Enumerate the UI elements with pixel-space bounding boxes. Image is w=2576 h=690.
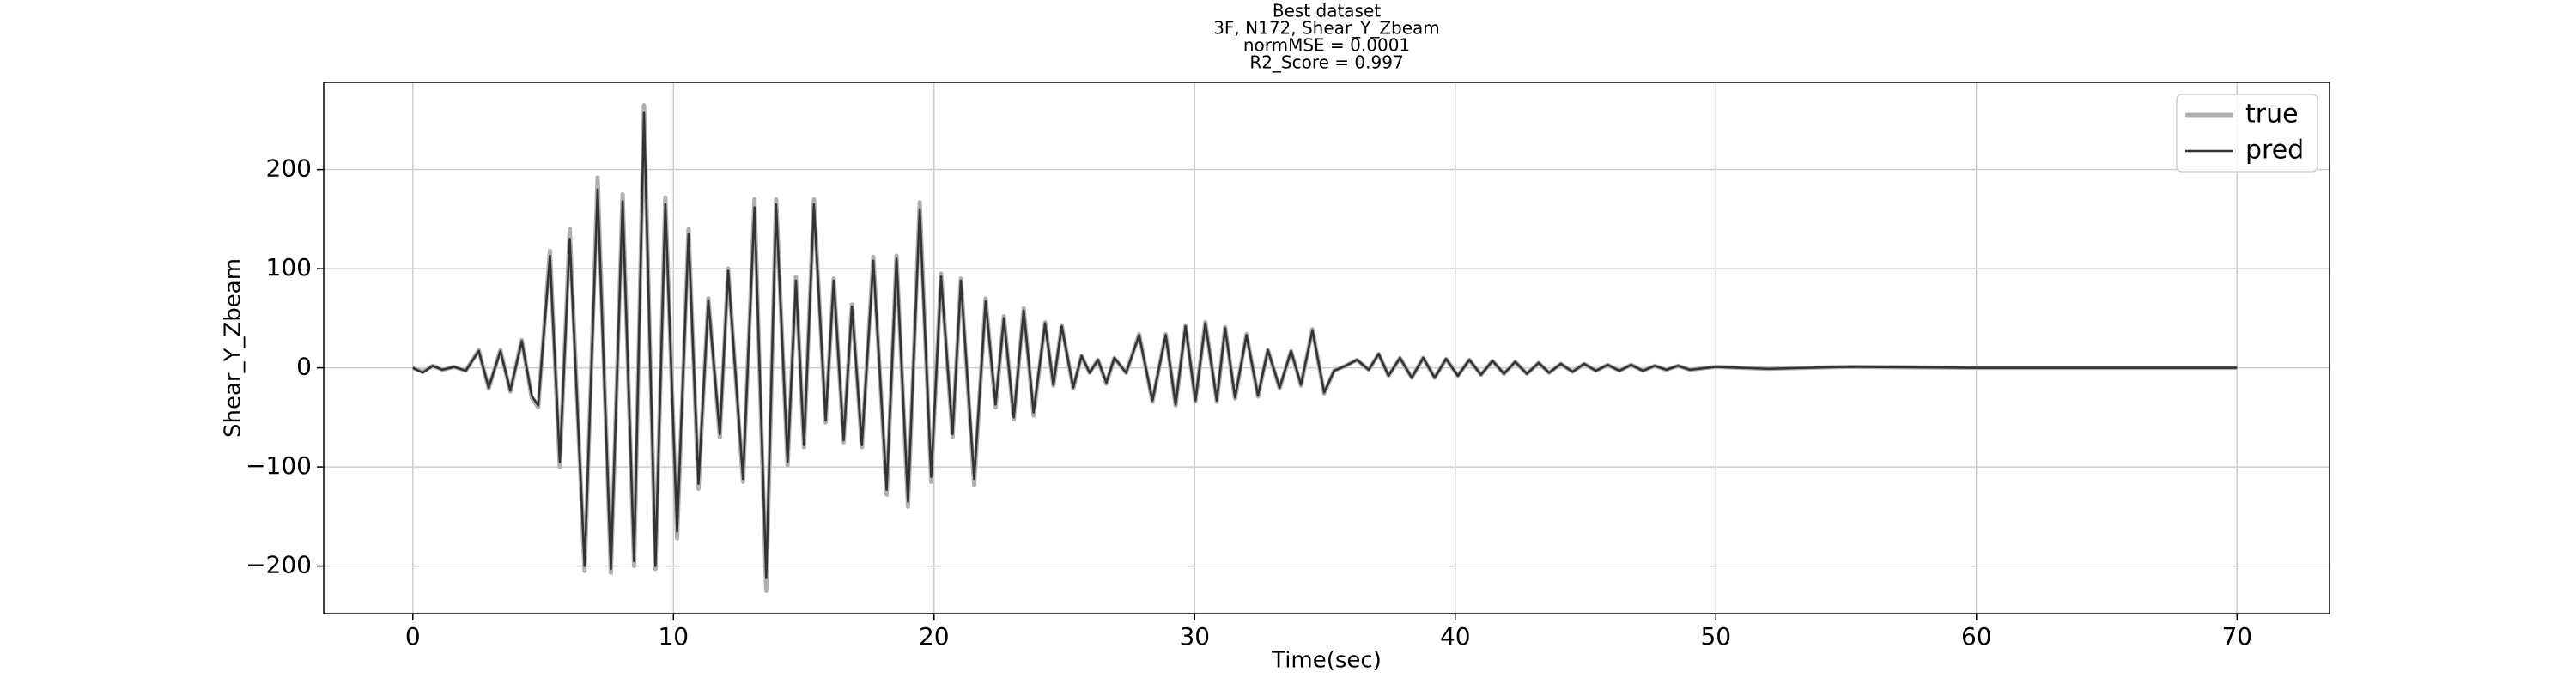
x-axis-label: Time(sec) [1271, 648, 1382, 674]
legend: true pred [2176, 94, 2318, 172]
legend-label: true [2245, 100, 2299, 130]
x-tick-label: 0 [405, 622, 421, 651]
x-tick-label: 10 [658, 622, 689, 651]
y-tick-label: −100 [246, 451, 312, 480]
y-axis-label: Shear_Y_Zbeam [221, 258, 246, 438]
legend-label: pred [2245, 136, 2304, 166]
x-tick-label: 50 [1700, 622, 1731, 651]
plot-frame [323, 82, 2330, 614]
x-tick-label: 20 [919, 622, 950, 651]
chart-title: 3F, N172, Shear_Y_Zbeam [1213, 18, 1440, 39]
x-tick-label: 60 [1961, 622, 1992, 651]
y-tick-label: 200 [266, 154, 312, 183]
series-line [411, 103, 2238, 593]
chart-title: normMSE = 0.0001 [1243, 35, 1410, 56]
y-tick-label: 0 [296, 353, 312, 381]
series-line [412, 111, 2238, 579]
chart-title: R2_Score = 0.997 [1249, 52, 1403, 73]
x-tick-label: 30 [1179, 622, 1210, 651]
y-tick-label: −200 [246, 551, 312, 579]
x-tick-label: 70 [2221, 622, 2252, 651]
x-tick-label: 40 [1440, 622, 1471, 651]
chart-title: Best dataset [1273, 1, 1381, 21]
y-tick-label: 100 [266, 253, 312, 281]
